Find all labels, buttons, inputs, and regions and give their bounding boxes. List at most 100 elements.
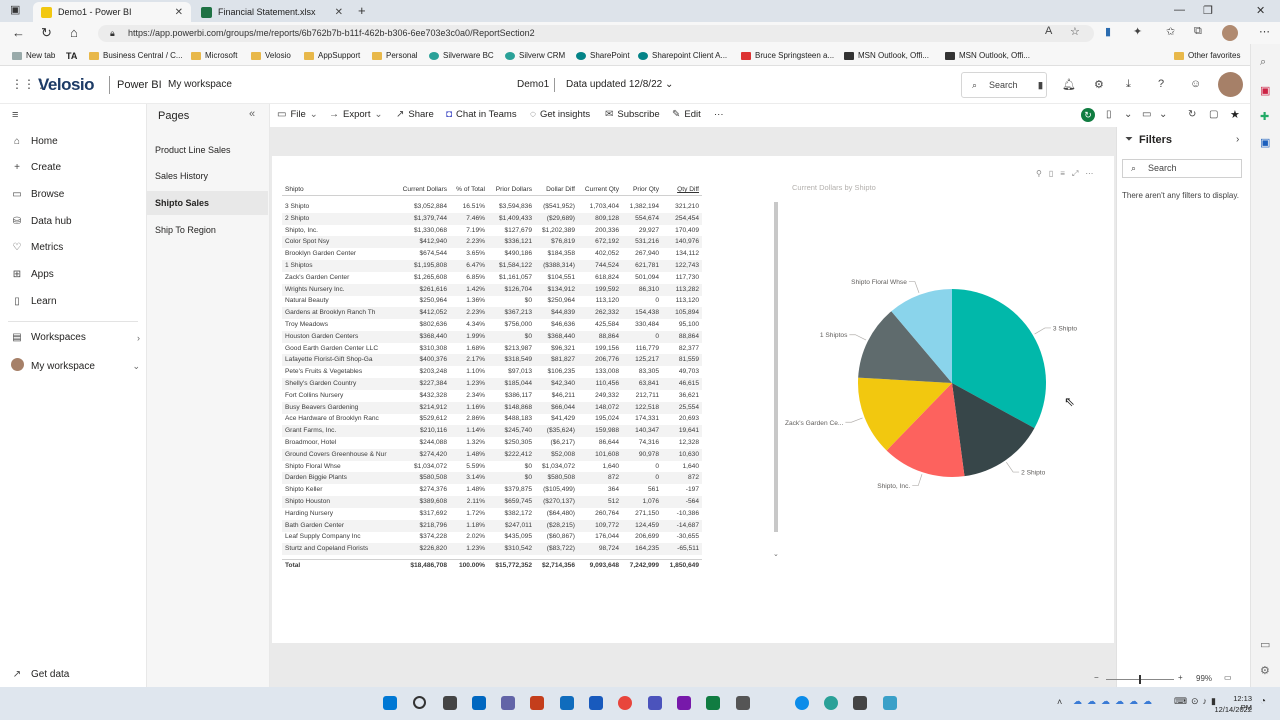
task-view-icon[interactable] (443, 696, 457, 710)
search-icon[interactable] (413, 696, 426, 709)
copy-icon[interactable]: ▯ (1048, 169, 1061, 178)
nav-apps[interactable]: ⊞ Apps (10, 269, 54, 280)
table-row[interactable]: Brooklyn Garden Center $674,544 3.65% $490,… (282, 248, 702, 260)
hamburger-menu-icon[interactable]: ≡ (12, 109, 19, 121)
sidebar-settings-icon[interactable]: ⚙ (1260, 665, 1270, 677)
bookmark-sharepoint[interactable]: SharePoint (576, 51, 630, 60)
table-row[interactable]: Good Earth Garden Center LLC $310,308 1.68… (282, 343, 702, 355)
collapse-filters-icon[interactable]: › (1236, 134, 1240, 145)
system-tray-icons[interactable]: ⌨⊙♪▮ (1174, 696, 1220, 706)
table-row[interactable]: Color Spot Nsy $412,940 2.23% $336,121 $76,8… (282, 236, 702, 249)
table-row[interactable]: 3 Shipto $3,052,884 16.51% $3,594,836 ($541,… (282, 201, 702, 213)
nav-home[interactable]: ⌂ Home (10, 136, 58, 147)
table-row[interactable]: 2 Shipto $1,379,744 7.46% $1,409,433 ($29,68… (282, 212, 702, 225)
outlook-icon[interactable] (560, 696, 574, 710)
chat-in-teams-button[interactable]: ◘ Chat in Teams (446, 109, 517, 120)
table-row[interactable]: Sturtz and Copeland Florists $226,820 1.23… (282, 543, 702, 556)
bookmark-bruce-springsteen[interactable]: Bruce Springsteen a... (741, 51, 834, 60)
chrome-icon[interactable] (618, 696, 632, 710)
nav-browse[interactable]: ▭ Browse (10, 189, 64, 200)
bookmark-msn-2[interactable]: MSN Outlook, Offi... (945, 51, 1030, 60)
shopping-icon[interactable]: ▣ (1260, 85, 1271, 97)
column-header[interactable]: Prior Dollars (495, 186, 532, 193)
pie-slice[interactable] (858, 311, 952, 383)
bookmark-ta[interactable]: TA (66, 51, 77, 61)
table-scrollbar[interactable]: ⌄ (773, 202, 779, 560)
app-icon[interactable] (824, 696, 838, 710)
pie-slice[interactable] (952, 289, 1046, 429)
clock-time[interactable]: 12:13 PM (1233, 694, 1252, 712)
user-avatar[interactable] (1218, 72, 1243, 97)
extensions-icon[interactable]: ✦ (1133, 26, 1143, 38)
help-icon[interactable]: ? (1158, 78, 1165, 90)
table-row[interactable]: Bath Garden Center $218,796 1.18% $247,011 (… (282, 519, 702, 532)
maximize-icon[interactable]: ❐ (1203, 5, 1213, 17)
bookmark-microsoft[interactable]: Microsoft (191, 51, 237, 60)
table-row[interactable]: Lafayette Florist-Gift Shop-Ga $400,376 2.… (282, 354, 702, 367)
app-icon[interactable] (853, 696, 867, 710)
header-search-input[interactable]: ⌕ Search ▮ (961, 72, 1047, 98)
nav-data-hub[interactable]: ⛁ Data hub (10, 216, 72, 227)
table-row[interactable]: Troy Meadows $802,636 4.34% $756,000 $46,636… (282, 319, 702, 331)
chevron-down-icon[interactable]: ⌄ (1124, 109, 1133, 120)
filter-search-input[interactable]: ⌕ Search (1122, 159, 1242, 178)
nav-metrics[interactable]: ♡ Metrics (10, 242, 64, 253)
bookmark-silverware-bc[interactable]: Silverware BC (429, 51, 494, 60)
table-row[interactable]: Shipto Keller $274,376 1.48% $379,875 ($105,… (282, 484, 702, 496)
table-row[interactable]: Leaf Supply Company Inc $374,228 2.02% $435… (282, 531, 702, 543)
table-row[interactable]: Harding Nursery $317,692 1.72% $382,172 ($64… (282, 508, 702, 520)
table-row[interactable]: Broadmoor, Hotel $244,088 1.32% $250,305 ($6… (282, 437, 702, 449)
collapse-pages-icon[interactable]: « (249, 108, 256, 120)
pie-slice[interactable] (891, 289, 952, 383)
table-row[interactable]: Natural Beauty $250,964 1.36% $0 $250,964 113… (282, 295, 702, 307)
browser-tab-powerbi[interactable]: Demo1 - Power BI ✕ (33, 2, 191, 22)
table-row[interactable]: Shipto Houston $389,608 2.11% $659,745 ($270… (282, 496, 702, 508)
zoom-in-icon[interactable]: + (1178, 673, 1183, 682)
bookmark-appsupport[interactable]: AppSupport (304, 51, 360, 60)
outlook-icon[interactable]: ▣ (1260, 137, 1271, 149)
nav-learn[interactable]: ▯ Learn (10, 296, 56, 307)
table-row[interactable]: Shipto Floral Whse $1,034,072 5.59% $0 $1,03… (282, 461, 702, 473)
zoom-slider-thumb[interactable] (1139, 675, 1141, 684)
zoom-out-icon[interactable]: − (1094, 673, 1099, 682)
excel-icon[interactable] (706, 696, 720, 710)
bookmark-sharepoint-client[interactable]: Sharepoint Client A... (638, 51, 727, 60)
app-launcher-icon[interactable]: ⋮⋮⋮ (11, 77, 47, 91)
column-header[interactable]: Current Qty (584, 186, 619, 193)
onenote-icon[interactable] (677, 696, 691, 710)
chevron-down-icon[interactable]: ⌄ (1159, 109, 1168, 120)
nav-create[interactable]: + Create (10, 162, 61, 173)
table-row[interactable]: Darden Biggie Plants $580,508 3.14% $0 $580,… (282, 472, 702, 485)
edit-button[interactable]: ✎ Edit (672, 109, 701, 120)
powerpoint-icon[interactable] (530, 696, 544, 710)
read-aloud-icon[interactable]: A (1045, 25, 1053, 37)
tab-actions-icon[interactable]: ▣ (10, 4, 21, 16)
table-row[interactable]: Wrights Nursery Inc. $261,616 1.42% $126,70… (282, 283, 702, 296)
data-updated-dropdown[interactable]: Data updated 12/8/22 ⌄ (566, 79, 673, 90)
feedback-smiley-icon[interactable]: ☺ (1190, 78, 1202, 90)
teams-chat-icon[interactable] (501, 696, 515, 710)
settings-gear-icon[interactable]: ⚙ (1094, 79, 1104, 91)
favorite-star-icon[interactable]: ★ (1230, 109, 1240, 121)
more-menu-icon[interactable]: ⋯ (1259, 26, 1270, 38)
download-icon[interactable]: ⤓ (1126, 78, 1131, 90)
share-button[interactable]: ↗ Share (396, 109, 434, 120)
favorite-star-icon[interactable]: ☆ (1070, 26, 1080, 38)
reload-icon[interactable]: ↻ (1188, 109, 1197, 120)
bookmark-new-tab[interactable]: New tab (12, 51, 55, 60)
page-tab-product-line-sales[interactable]: Product Line Sales (155, 145, 231, 155)
search-icon[interactable]: ⌕ (1260, 56, 1267, 68)
pin-icon[interactable]: ⚲ (1036, 169, 1049, 178)
refresh-icon[interactable]: ↻ (41, 25, 52, 40)
profile-avatar[interactable] (1222, 25, 1238, 41)
pie-slice[interactable] (886, 383, 965, 477)
notification-bell-icon[interactable]: ◔ (1260, 696, 1267, 707)
collections-icon[interactable]: ⧉ (1194, 25, 1202, 37)
scrollbar-thumb[interactable] (774, 202, 778, 532)
bookmark-personal[interactable]: Personal (372, 51, 418, 60)
page-tab-ship-to-region[interactable]: Ship To Region (155, 225, 216, 235)
focus-mode-icon[interactable]: ⤢ (1071, 169, 1086, 178)
widgets-icon[interactable] (472, 696, 486, 710)
get-insights-button[interactable]: ◌ Get insights (530, 109, 590, 120)
table-row[interactable]: Shelly's Garden Country $227,384 1.23% $185… (282, 378, 702, 390)
